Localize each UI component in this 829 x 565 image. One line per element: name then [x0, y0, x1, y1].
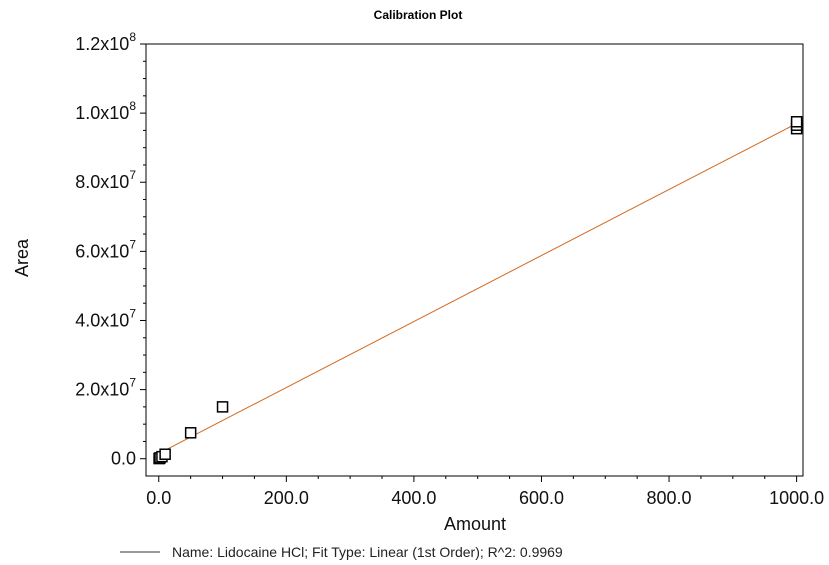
x-tick-label: 400.0	[391, 488, 436, 508]
x-tick-label: 600.0	[519, 488, 564, 508]
data-point	[159, 448, 171, 460]
y-tick-label: 1.2x108	[75, 30, 136, 54]
data-point	[216, 401, 229, 413]
chart-title: Calibration Plot	[374, 8, 463, 22]
x-tick-label: 0.0	[146, 488, 171, 508]
data-point	[184, 427, 197, 439]
x-tick-label: 800.0	[647, 488, 692, 508]
data-points	[153, 116, 803, 465]
plot-area-frame	[145, 43, 804, 477]
y-axis-label: Area	[12, 238, 32, 277]
y-tick-label: 2.0x107	[75, 376, 136, 400]
x-axis-ticks: 0.0 200.0 400.0 600.0 800.0 1000.0	[146, 476, 824, 508]
x-axis-label: Amount	[444, 514, 506, 534]
y-axis-ticks: 0.0 2.0x107 4.0x107 6.0x107 8.0x107 1.0x108 1.…	[75, 30, 146, 469]
y-tick-label: 0.0	[111, 449, 136, 469]
x-tick-label: 1000.0	[769, 488, 824, 508]
y-tick-label: 4.0x107	[75, 306, 136, 330]
legend-text: Name: Lidocaine HCl; Fit Type: Linear (1…	[172, 544, 563, 560]
y-tick-label: 1.0x108	[75, 99, 136, 123]
x-tick-label: 200.0	[264, 488, 309, 508]
data-point	[790, 116, 803, 128]
y-tick-label: 6.0x107	[75, 237, 136, 261]
fit-line	[158, 123, 797, 454]
y-tick-label: 8.0x107	[75, 168, 136, 192]
